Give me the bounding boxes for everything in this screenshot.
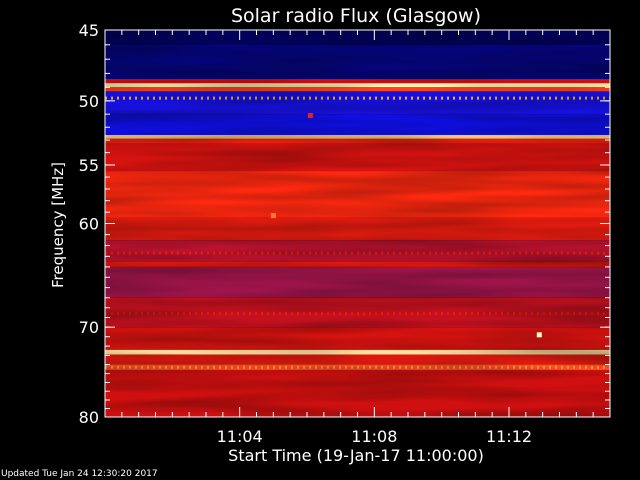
radio-burst-0	[536, 332, 542, 338]
radio-burst-2	[307, 113, 313, 119]
radio-bursts	[270, 113, 542, 338]
plot-area: 45 50 55 60 70 80 11:04 11:08 11:12	[79, 21, 611, 446]
radio-burst-1	[270, 213, 276, 219]
chart-title: Solar radio Flux (Glasgow)	[231, 5, 481, 27]
x-tick-label-11-12: 11:12	[486, 427, 532, 446]
x-axis-label: Start Time (19-Jan-17 11:00:00)	[228, 446, 484, 465]
y-tick-label-60: 60	[79, 215, 99, 234]
y-tick-label-80: 80	[79, 408, 99, 427]
x-axis-ticks: 11:04 11:08 11:12	[104, 30, 611, 446]
x-tick-label-11-08: 11:08	[351, 427, 397, 446]
ripple-texture	[105, 30, 610, 417]
y-tick-label-70: 70	[79, 318, 99, 337]
y-axis-label: Frequency [MHz]	[49, 162, 67, 288]
y-tick-label-45: 45	[79, 21, 99, 40]
updated-timestamp: Updated Tue Jan 24 12:30:20 2017	[1, 469, 158, 479]
x-tick-label-11-04: 11:04	[217, 427, 263, 446]
y-tick-label-50: 50	[79, 92, 99, 111]
y-tick-label-55: 55	[79, 156, 99, 175]
y-axis-ticks: 45 50 55 60 70 80	[79, 21, 610, 427]
